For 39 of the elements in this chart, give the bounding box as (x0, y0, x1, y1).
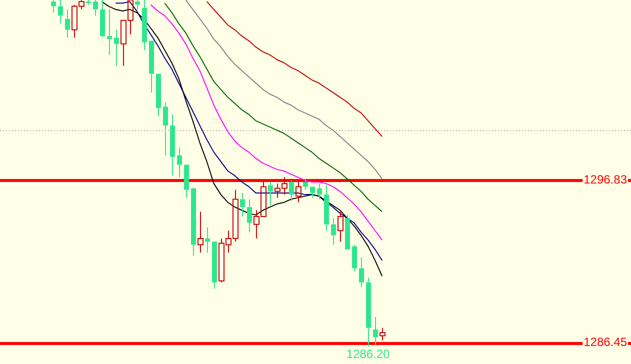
y-tick-label: 1296.83 (584, 172, 628, 186)
candlestick (149, 40, 154, 94)
candlestick (338, 211, 344, 242)
candlestick (331, 218, 336, 246)
candlestick (366, 277, 371, 348)
candlestick (86, 0, 91, 6)
candlestick (58, 0, 63, 24)
candlestick (135, 0, 140, 10)
candlestick (240, 192, 245, 218)
candlestick (247, 198, 252, 233)
candlestick (65, 8, 70, 38)
candlestick (142, 0, 147, 51)
candlestick (345, 214, 350, 250)
candlestick (317, 183, 322, 200)
candlestick (51, 0, 56, 14)
candlestick (303, 178, 308, 190)
candlestick (380, 327, 386, 341)
y-tick-label: 1286.45 (584, 335, 628, 350)
candlestick (296, 182, 302, 203)
candlestick (205, 227, 210, 254)
candlestick (198, 211, 204, 254)
candlestick (184, 164, 189, 198)
candlestick (268, 182, 273, 206)
candlestick (352, 244, 357, 272)
candlestick (156, 74, 161, 117)
candlestick (114, 29, 119, 66)
candlestick (289, 180, 294, 202)
candlestick (107, 8, 112, 56)
candlestick (212, 242, 217, 290)
candlestick (324, 184, 329, 232)
candlestick (100, 0, 105, 38)
candlestick (170, 114, 175, 176)
candlestick (373, 316, 378, 346)
candlestick (163, 101, 168, 156)
candlestick (177, 146, 182, 178)
candlestick (310, 186, 315, 198)
candlestick (93, 0, 98, 16)
annotation: 1286.20 (346, 347, 390, 362)
candlestick (359, 256, 364, 288)
